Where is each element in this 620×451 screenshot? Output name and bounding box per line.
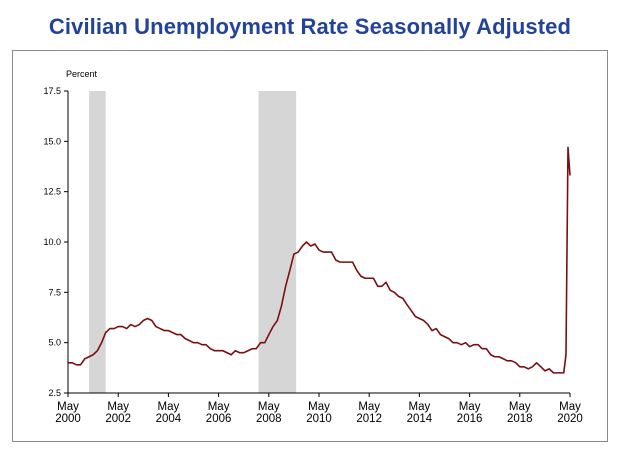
y-tick-label: 17.5 — [43, 86, 61, 96]
x-tick-label-month: May — [509, 401, 531, 413]
x-tick-label-year: 2014 — [407, 413, 433, 425]
x-tick-label-month: May — [107, 401, 129, 413]
y-tick-label: 10.0 — [43, 237, 61, 247]
x-tick-label-year: 2006 — [206, 413, 232, 425]
y-axis-ticks: 17.5 15.0 12.5 10.0 7.5 5.0 2.5 — [43, 86, 68, 398]
x-tick-label-year: 2000 — [55, 413, 81, 425]
series-line-unemployment-rate — [68, 146, 571, 374]
x-tick-label-year: 2010 — [306, 413, 332, 425]
y-tick-label: 5.0 — [48, 338, 61, 348]
y-tick-label: 12.5 — [43, 187, 61, 197]
x-axis-ticks: May2000May2002May2004May2006May2008May20… — [55, 393, 583, 425]
y-tick-label: 7.5 — [48, 287, 61, 297]
recession-bands — [89, 91, 297, 393]
x-tick-label-month: May — [358, 401, 380, 413]
x-tick-label-year: 2002 — [105, 413, 131, 425]
x-tick-label-month: May — [559, 401, 581, 413]
x-tick-label-month: May — [308, 401, 330, 413]
x-tick-label-month: May — [158, 401, 180, 413]
y-axis-label: Percent — [66, 69, 98, 79]
x-tick-label-year: 2004 — [156, 413, 182, 425]
chart-title: Civilian Unemployment Rate Seasonally Ad… — [48, 14, 572, 39]
x-tick-label-month: May — [459, 401, 481, 413]
x-tick-label-month: May — [57, 401, 79, 413]
x-tick-label-year: 2018 — [507, 413, 533, 425]
x-tick-label-year: 2012 — [356, 413, 382, 425]
x-tick-label-month: May — [258, 401, 280, 413]
x-tick-label-year: 2008 — [256, 413, 282, 425]
chart-frame — [12, 50, 608, 442]
y-tick-label: 2.5 — [48, 388, 61, 398]
recession-band — [89, 91, 106, 393]
y-tick-label: 15.0 — [43, 136, 61, 146]
x-tick-label-month: May — [409, 401, 431, 413]
x-tick-label-year: 2020 — [557, 413, 583, 425]
x-tick-label-month: May — [208, 401, 230, 413]
recession-band — [258, 91, 297, 393]
x-tick-label-year: 2016 — [457, 413, 483, 425]
axes — [67, 91, 570, 394]
